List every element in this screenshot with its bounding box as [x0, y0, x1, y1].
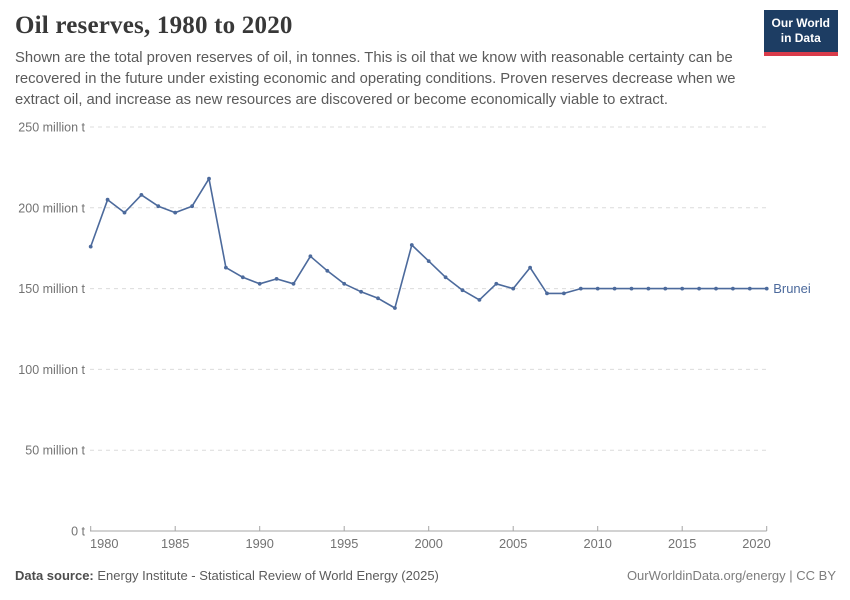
data-point[interactable]: [122, 210, 127, 215]
data-point[interactable]: [629, 286, 634, 291]
data-point[interactable]: [240, 275, 245, 280]
data-point[interactable]: [731, 286, 735, 291]
data-point[interactable]: [224, 265, 228, 270]
owid-logo[interactable]: Our World in Data: [763, 10, 838, 56]
data-point[interactable]: [376, 296, 380, 301]
data-point[interactable]: [426, 259, 431, 263]
data-point[interactable]: [139, 193, 144, 197]
data-point[interactable]: [88, 244, 93, 249]
data-point[interactable]: [545, 291, 549, 296]
data-point[interactable]: [562, 291, 566, 296]
x-tick-label: 2015: [668, 536, 696, 551]
line-chart[interactable]: 0 t 50 million t 100 million t 150 million …: [0, 110, 850, 555]
data-point[interactable]: [190, 204, 195, 209]
data-point[interactable]: [291, 281, 296, 286]
x-tick-label: 2000: [414, 536, 442, 551]
x-tick-label: 2020: [742, 536, 770, 551]
owid-logo-line1: Our World: [771, 16, 830, 30]
x-tick-label: 2010: [583, 536, 611, 551]
owid-logo-line2: in Data: [780, 31, 821, 46]
data-point[interactable]: [105, 197, 110, 202]
y-tick-label: 150 million t: [18, 282, 85, 296]
data-point[interactable]: [764, 286, 769, 291]
data-point[interactable]: [714, 286, 718, 291]
x-tick-label: 1990: [245, 536, 273, 551]
x-tick-label: 1980: [90, 536, 118, 551]
data-point[interactable]: [680, 286, 685, 291]
data-point[interactable]: [308, 254, 313, 259]
data-point[interactable]: [747, 286, 752, 291]
x-tick-label: 2005: [499, 536, 527, 551]
chart-footer: Data source: Energy Institute - Statisti…: [15, 568, 836, 583]
data-point[interactable]: [359, 289, 363, 294]
data-point[interactable]: [325, 268, 330, 273]
data-point[interactable]: [697, 286, 701, 291]
data-point[interactable]: [460, 288, 465, 293]
chart-subtitle: Shown are the total proven reserves of o…: [15, 50, 736, 108]
data-point[interactable]: [646, 286, 651, 291]
data-point[interactable]: [494, 281, 499, 286]
data-point[interactable]: [409, 243, 414, 247]
data-point[interactable]: [595, 286, 600, 291]
data-point[interactable]: [511, 286, 516, 291]
series-label[interactable]: Brunei: [773, 281, 811, 296]
data-point[interactable]: [578, 286, 583, 291]
data-point[interactable]: [663, 286, 668, 291]
x-tick-label: 1985: [161, 536, 189, 551]
y-tick-label: 200 million t: [18, 201, 85, 215]
data-source: Data source: Energy Institute - Statisti…: [15, 568, 439, 583]
y-tick-label: 0 t: [71, 525, 85, 539]
y-tick-label: 250 million t: [18, 121, 85, 135]
license-note: OurWorldinData.org/energy | CC BY: [626, 568, 836, 583]
chart-header: Oil reserves, 1980 to 2020 Shown are the…: [15, 12, 760, 111]
data-point[interactable]: [207, 176, 211, 181]
data-point[interactable]: [443, 275, 448, 280]
data-point[interactable]: [257, 281, 262, 286]
data-point[interactable]: [612, 286, 617, 291]
chart-title: Oil reserves, 1980 to 2020: [15, 12, 293, 39]
data-point[interactable]: [528, 265, 532, 270]
y-tick-label: 50 million t: [25, 444, 85, 458]
data-point[interactable]: [342, 281, 347, 286]
data-point[interactable]: [477, 298, 482, 302]
data-source-text: Energy Institute - Statistical Review of…: [93, 568, 439, 583]
data-point[interactable]: [393, 306, 397, 310]
chart-area[interactable]: 0 t 50 million t 100 million t 150 million …: [0, 110, 850, 555]
data-source-label: Data source:: [15, 568, 94, 583]
data-point[interactable]: [274, 277, 279, 281]
x-tick-label: 1995: [330, 536, 358, 551]
y-tick-label: 100 million t: [18, 363, 85, 377]
data-point[interactable]: [173, 210, 178, 215]
data-point[interactable]: [156, 204, 161, 209]
